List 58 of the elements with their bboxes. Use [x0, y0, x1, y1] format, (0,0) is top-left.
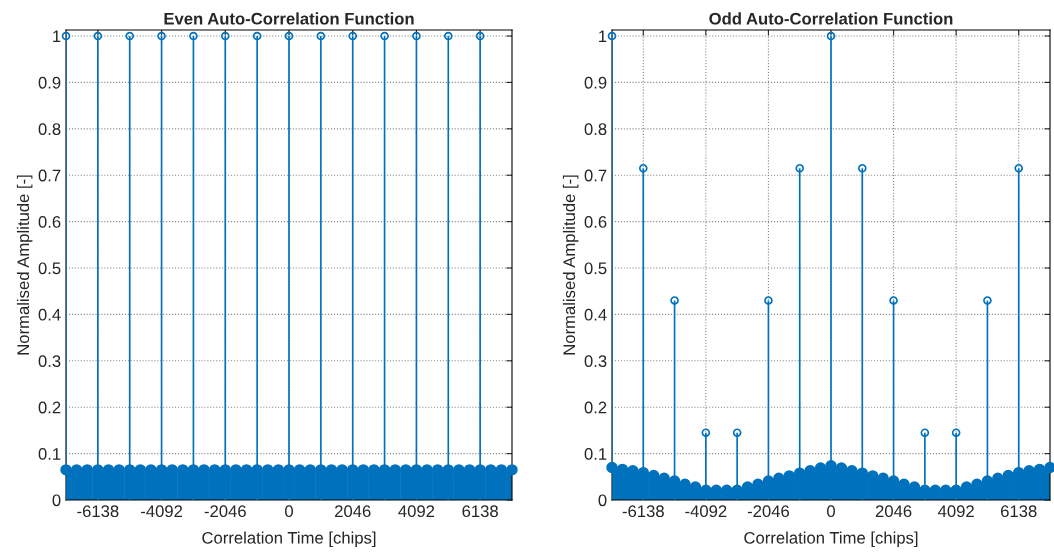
point [983, 296, 992, 305]
y-tick-label: 0.8 [38, 123, 61, 136]
y-tick-label: 0.4 [38, 308, 61, 321]
y-tick-label: 0.1 [584, 448, 607, 460]
point [670, 296, 679, 305]
point [732, 428, 742, 438]
y-tick-label: 0.2 [584, 401, 607, 414]
x-axis-title: Correlation Time [chips] [744, 531, 918, 548]
y-tick-label: 0.9 [584, 76, 607, 89]
y-tick-label: 0.8 [584, 123, 607, 136]
y-tick-label: 0 [598, 494, 607, 507]
x-tick-label: 6138 [462, 505, 498, 518]
y-tick-label: 0.1 [38, 448, 61, 460]
y-tick-label: 0.5 [38, 262, 61, 275]
y-tick-label: 0.9 [38, 76, 61, 89]
point [638, 163, 648, 173]
point [826, 31, 836, 41]
x-tick-label: 0 [285, 505, 293, 518]
x-tick-label: 6138 [1001, 505, 1037, 518]
point [1014, 163, 1024, 173]
y-tick-label: 0.3 [38, 355, 61, 368]
y-tick-label: 0.5 [584, 262, 607, 275]
y-tick-label: 0.4 [584, 308, 607, 321]
x-tick-label: 2046 [335, 505, 371, 518]
y-tick-label: 1 [53, 30, 61, 43]
x-tick-label: -4092 [685, 505, 727, 518]
point [920, 428, 930, 438]
y-tick-label: 1 [599, 30, 607, 43]
y-axis-title: Normalised Amplitude [-] [16, 175, 33, 355]
y-tick-label: 0.7 [584, 169, 607, 182]
point [795, 163, 805, 173]
x-axis-title: Correlation Time [chips] [202, 531, 376, 548]
x-tick-label: -6138 [622, 505, 664, 518]
x-tick-label: -2046 [204, 505, 246, 518]
point [857, 163, 867, 173]
x-tick-label: 4092 [937, 505, 974, 518]
y-tick-label: 0.6 [584, 216, 607, 228]
y-tick-label: 0.7 [38, 169, 61, 182]
point [1044, 461, 1054, 474]
x-tick-label: 4092 [398, 505, 435, 518]
chart-title: Odd Auto-Correlation Function [709, 12, 953, 25]
y-tick-label: 0.6 [38, 216, 61, 228]
x-tick-label: -2046 [747, 505, 790, 518]
point [606, 461, 618, 474]
x-tick-label: 0 [827, 505, 835, 518]
point [701, 428, 711, 438]
point [607, 31, 617, 41]
point [764, 296, 773, 305]
y-tick-label: 0.3 [584, 355, 607, 368]
x-tick-label: -6138 [77, 505, 119, 518]
y-tick-label: 0.2 [38, 401, 61, 414]
x-tick-label: -4092 [141, 505, 183, 518]
point [951, 428, 961, 438]
chart-title: Even Auto-Correlation Function [164, 12, 414, 25]
y-axis-title: Normalised Amplitude [-] [562, 175, 579, 355]
x-tick-label: 2046 [875, 505, 912, 518]
y-tick-label: 0 [52, 494, 61, 507]
point [889, 296, 898, 305]
